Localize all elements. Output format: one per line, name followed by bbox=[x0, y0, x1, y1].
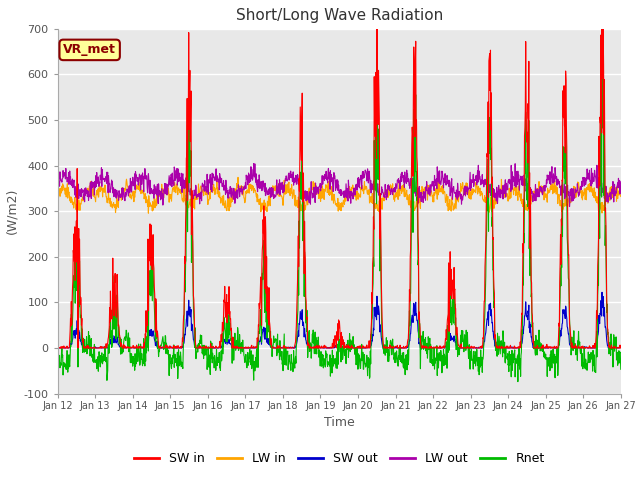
Y-axis label: (W/m2): (W/m2) bbox=[5, 188, 18, 234]
Text: VR_met: VR_met bbox=[63, 43, 116, 56]
Legend: SW in, LW in, SW out, LW out, Rnet: SW in, LW in, SW out, LW out, Rnet bbox=[129, 447, 550, 470]
X-axis label: Time: Time bbox=[324, 416, 355, 429]
Title: Short/Long Wave Radiation: Short/Long Wave Radiation bbox=[236, 9, 443, 24]
